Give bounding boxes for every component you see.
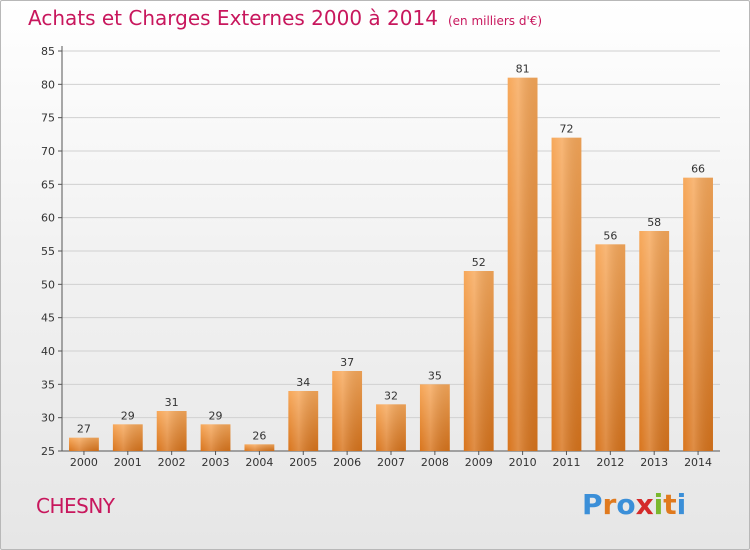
x-tick-label: 2014: [684, 456, 712, 469]
bar-shine-2009: [463, 271, 494, 451]
bar-shine-2005: [288, 391, 319, 451]
x-tick-label: 2002: [158, 456, 186, 469]
y-tick-label: 80: [41, 78, 55, 91]
x-tick-label: 2003: [202, 456, 230, 469]
y-tick-label: 70: [41, 145, 55, 158]
bar-shine-2013: [639, 231, 670, 451]
data-label-2013: 58: [647, 216, 661, 229]
y-tick-label: 35: [41, 378, 55, 391]
data-label-2003: 29: [209, 409, 223, 422]
chart-subtitle: (en milliers d'€): [447, 14, 543, 28]
x-tick-label: 2007: [377, 456, 405, 469]
data-label-2012: 56: [603, 229, 617, 242]
bar-shine-2004: [244, 444, 275, 451]
x-tick-label: 2010: [509, 456, 537, 469]
commune-name: CHESNY: [36, 494, 115, 518]
data-label-2009: 52: [472, 256, 486, 269]
data-label-2008: 35: [428, 369, 442, 382]
data-label-2007: 32: [384, 389, 398, 402]
y-tick-label: 45: [41, 312, 55, 325]
bar-shine-2014: [683, 177, 713, 451]
bar-shine-2007: [376, 404, 406, 451]
labels: 25 30 35 40 45 50 55 60 65 70 75 80 85 2000 27 2001 29 20…: [41, 45, 712, 469]
x-tick-label: 2001: [114, 456, 142, 469]
x-tick-label: 2005: [289, 456, 317, 469]
x-tick-label: 2011: [552, 456, 580, 469]
bar-shine-2001: [112, 424, 143, 451]
bar-shine-2012: [595, 244, 626, 451]
bar-shine-2003: [200, 424, 231, 451]
data-label-2010: 81: [516, 63, 530, 76]
chart-title: Achats et Charges Externes 2000 à 2014 (e…: [28, 6, 542, 30]
data-label-2001: 29: [121, 409, 135, 422]
y-tick-label: 55: [41, 245, 55, 258]
y-tick-label: 60: [41, 212, 55, 225]
data-label-2000: 27: [77, 423, 91, 436]
data-label-2006: 37: [340, 356, 354, 369]
y-tick-label: 50: [41, 278, 55, 291]
y-tick-label: 75: [41, 112, 55, 125]
y-tick-label: 30: [41, 412, 55, 425]
bar-shine-2008: [419, 384, 450, 451]
bar-shine-2006: [332, 371, 363, 451]
proxiti-logo: Proxiti: [582, 488, 687, 521]
data-label-2005: 34: [296, 376, 310, 389]
x-tick-label: 2000: [70, 456, 98, 469]
x-tick-label: 2013: [640, 456, 668, 469]
y-tick-label: 25: [41, 445, 55, 458]
chart-title-text: Achats et Charges Externes 2000 à 2014: [28, 6, 438, 30]
bar-shine-2011: [551, 137, 582, 451]
data-label-2004: 26: [252, 429, 266, 442]
bars: [69, 77, 713, 452]
x-tick-label: 2006: [333, 456, 361, 469]
x-tick-label: 2008: [421, 456, 449, 469]
y-tick-label: 85: [41, 45, 55, 58]
data-label-2014: 66: [691, 163, 705, 176]
y-tick-label: 65: [41, 178, 55, 191]
bar-shine-2000: [69, 437, 99, 451]
x-tick-label: 2012: [596, 456, 624, 469]
y-tick-label: 40: [41, 345, 55, 358]
data-label-2002: 31: [165, 396, 179, 409]
x-tick-label: 2004: [245, 456, 273, 469]
data-label-2011: 72: [559, 123, 573, 136]
bar-shine-2002: [156, 411, 187, 451]
x-tick-label: 2009: [465, 456, 493, 469]
bar-shine-2010: [507, 77, 538, 452]
